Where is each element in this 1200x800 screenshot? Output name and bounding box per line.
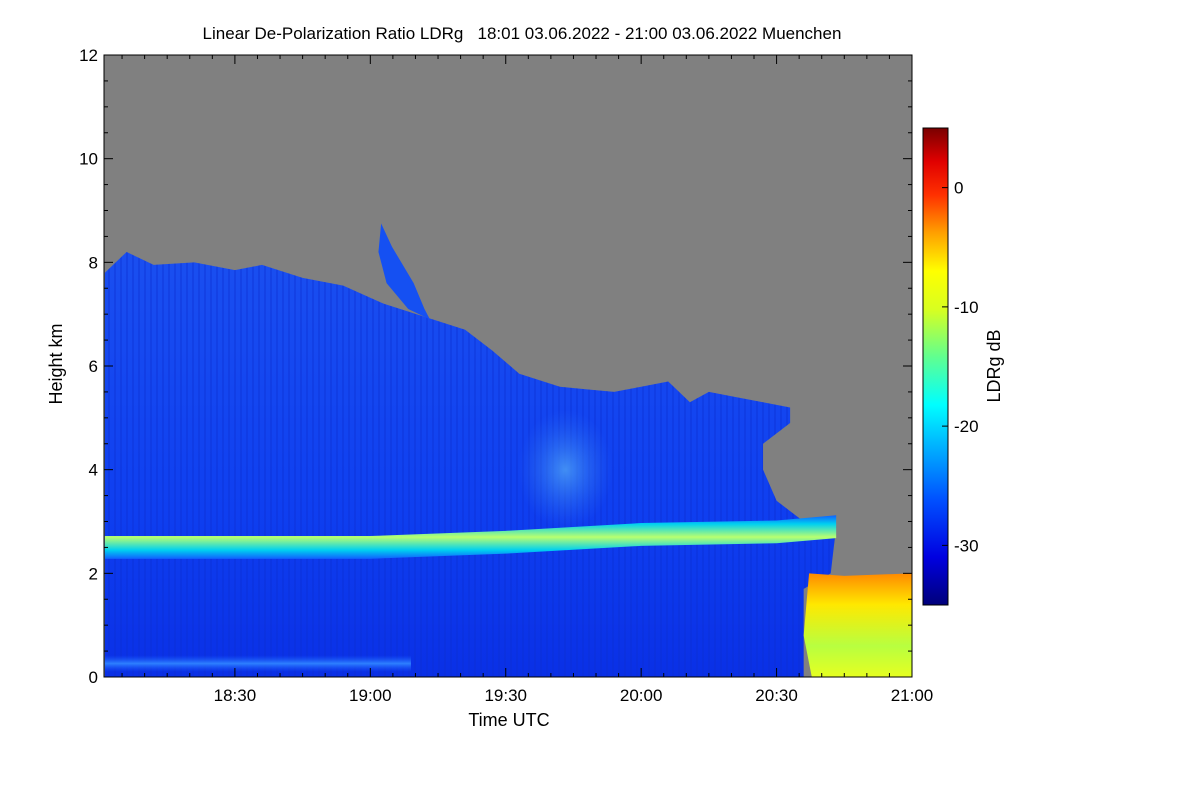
x-tick-label: 19:00	[349, 686, 392, 705]
rain-region	[803, 573, 912, 677]
boundary-layer	[104, 655, 411, 672]
y-tick-label: 12	[79, 46, 98, 65]
x-tick-label: 19:30	[484, 686, 527, 705]
x-tick-label: 21:00	[891, 686, 934, 705]
x-tick-label: 20:00	[620, 686, 663, 705]
melting-layer-band	[104, 515, 837, 559]
y-tick-label: 6	[89, 357, 98, 376]
chart-title: Linear De-Polarization Ratio LDRg 18:01 …	[203, 24, 842, 43]
fall-streak	[378, 223, 430, 320]
cloud-texture	[104, 251, 837, 677]
x-tick-label: 18:30	[214, 686, 257, 705]
y-tick-label: 10	[79, 150, 98, 169]
x-axis-label: Time UTC	[468, 710, 549, 730]
y-tick-label: 2	[89, 564, 98, 583]
colorbar-tick-label: -20	[954, 417, 979, 436]
x-tick-label: 20:30	[755, 686, 798, 705]
y-tick-label: 8	[89, 253, 98, 272]
colorbar-label: LDRg dB	[984, 329, 1004, 402]
y-tick-label: 4	[89, 461, 98, 480]
y-axis-label: Height km	[46, 323, 66, 404]
plume	[517, 410, 613, 530]
colorbar-tick-label: -30	[954, 536, 979, 555]
colorbar-tick-label: -10	[954, 298, 979, 317]
y-tick-label: 0	[89, 668, 98, 687]
colorbar	[922, 127, 949, 606]
colorbar-tick-label: 0	[954, 179, 963, 198]
